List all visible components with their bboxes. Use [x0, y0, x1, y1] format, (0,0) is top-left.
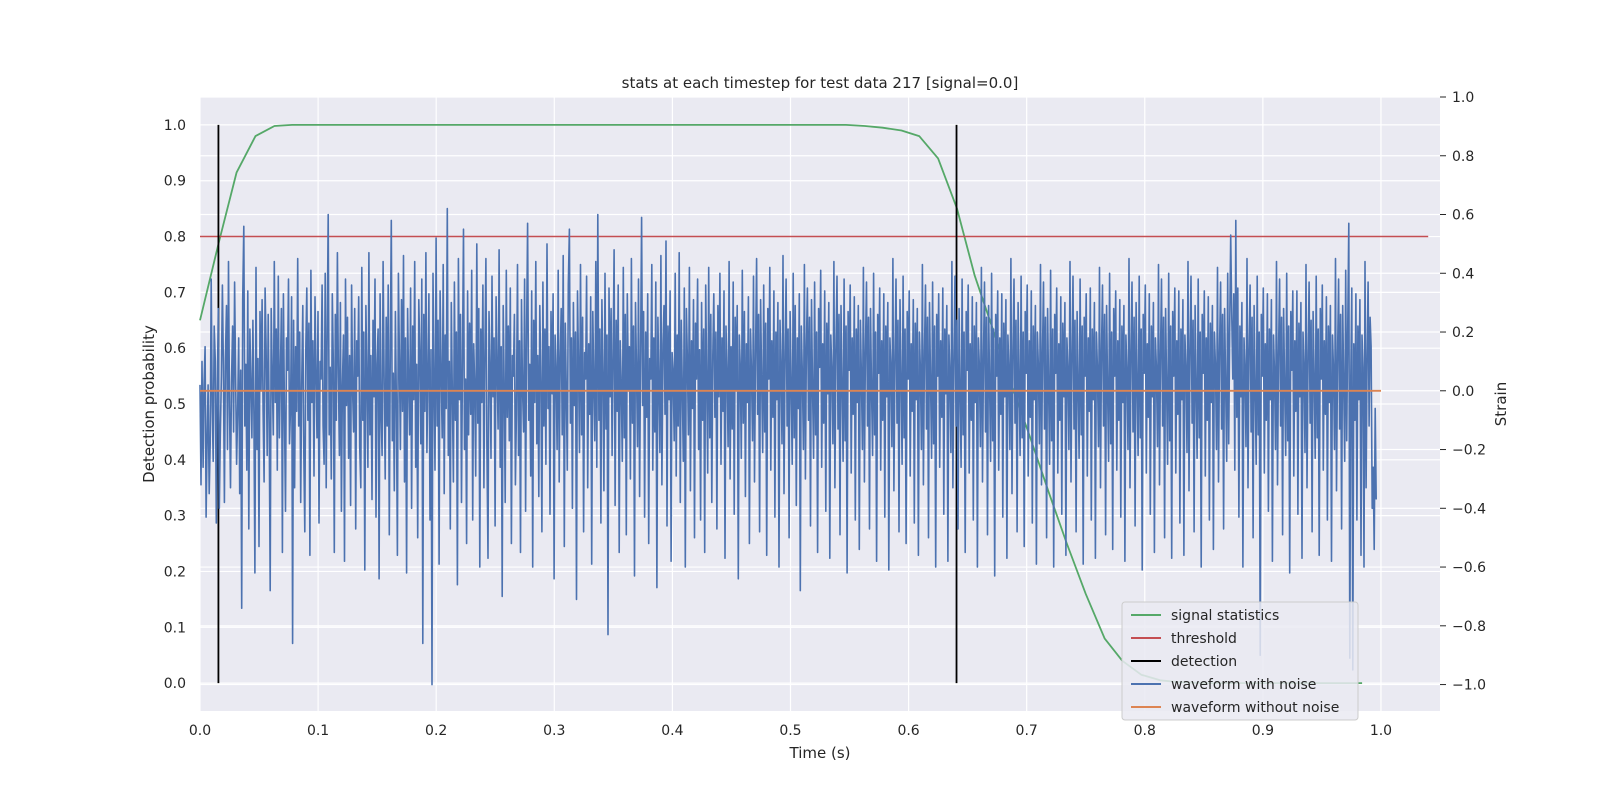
- y-tick-label: 0.6: [164, 341, 186, 357]
- y-axis-left: 0.0 0.1 0.2 0.3 0.4 0.5 0.6 0.7 0.8 0.9 1.0: [164, 118, 186, 692]
- y-tick-label: 0.3: [164, 509, 186, 525]
- y-tick-label: 0.9: [164, 174, 186, 190]
- legend-label-threshold: threshold: [1171, 631, 1237, 647]
- x-tick-label: 0.8: [1134, 723, 1156, 739]
- y-axis-label: Detection probability: [140, 325, 158, 483]
- legend-box: [1121, 601, 1359, 721]
- legend-entry-detection: detection: [1131, 654, 1237, 670]
- x-tick-label: 0.0: [189, 723, 211, 739]
- y2-tick-label: −0.2: [1452, 443, 1486, 459]
- legend-label-clean: waveform without noise: [1171, 700, 1339, 716]
- x-tick-label: 0.4: [661, 723, 683, 739]
- y-tick-label: 0.7: [164, 285, 186, 301]
- y2-tick-label: 0.4: [1452, 266, 1474, 282]
- y2-tick-label: −0.8: [1452, 619, 1486, 635]
- x-axis: 0.0 0.1 0.2 0.3 0.4 0.5 0.6 0.7 0.8 0.9 1.0: [189, 723, 1392, 739]
- y-tick-label: 0.2: [164, 564, 186, 580]
- legend-entry-threshold: threshold: [1131, 631, 1237, 647]
- x-tick-label: 0.1: [307, 723, 329, 739]
- y2-tick-label: 1.0: [1452, 90, 1474, 106]
- legend-label-signal: signal statistics: [1171, 608, 1279, 624]
- y2-tick-label: −0.6: [1452, 560, 1486, 576]
- y-axis-right: −1.0 −0.8 −0.6 −0.4 −0.2 0.0 0.2 0.4 0.6 0.8 1.0: [1440, 90, 1486, 694]
- legend: signal statistics threshold detection wa…: [1121, 601, 1359, 721]
- y-tick-label: 0.4: [164, 453, 186, 469]
- x-tick-label: 0.2: [425, 723, 447, 739]
- x-tick-label: 0.9: [1252, 723, 1274, 739]
- x-tick-label: 0.7: [1016, 723, 1038, 739]
- y-tick-label: 0.0: [164, 676, 186, 692]
- legend-label-detection: detection: [1171, 654, 1237, 670]
- x-tick-label: 0.6: [897, 723, 919, 739]
- y2-tick-label: −1.0: [1452, 678, 1486, 694]
- legend-entry-clean: waveform without noise: [1131, 700, 1339, 716]
- y2-tick-label: −0.4: [1452, 501, 1486, 517]
- y2-tick-label: 0.8: [1452, 149, 1474, 165]
- y-tick-label: 1.0: [164, 118, 186, 134]
- y2-tick-label: 0.0: [1452, 384, 1474, 400]
- x-tick-label: 1.0: [1370, 723, 1392, 739]
- series-line-waveform-with-noise: [199, 207, 1377, 686]
- x-tick-label: 0.3: [543, 723, 565, 739]
- x-tick-label: 0.5: [779, 723, 801, 739]
- chart-title: stats at each timestep for test data 217…: [622, 74, 1019, 92]
- x-axis-label: Time (s): [789, 744, 851, 762]
- legend-label-noisy: waveform with noise: [1171, 677, 1316, 693]
- legend-entry-noisy: waveform with noise: [1131, 677, 1316, 693]
- y-tick-label: 0.8: [164, 230, 186, 246]
- legend-entry-signal: signal statistics: [1131, 608, 1279, 624]
- y-tick-label: 0.1: [164, 620, 186, 636]
- y2-tick-label: 0.6: [1452, 208, 1474, 224]
- y-tick-label: 0.5: [164, 397, 186, 413]
- y2-axis-label: Strain: [1492, 382, 1510, 426]
- y2-tick-label: 0.2: [1452, 325, 1474, 341]
